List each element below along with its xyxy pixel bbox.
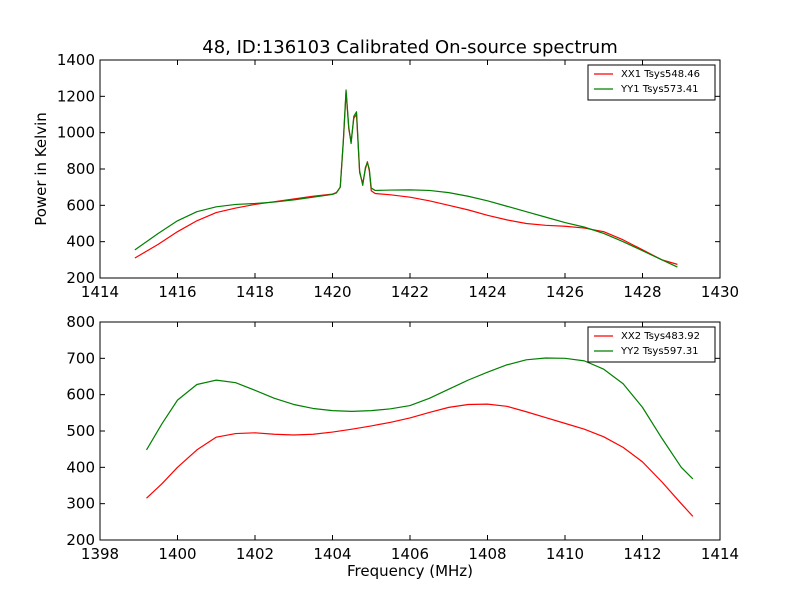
- bottom-x-tick-label: 1412: [623, 545, 661, 563]
- chart-title: 48, ID:136103 Calibrated On-source spect…: [202, 37, 618, 58]
- top-x-tick-label: 1414: [81, 283, 119, 301]
- bottom-x-tick-label: 1406: [391, 545, 429, 563]
- top-y-tick-label: 200: [66, 269, 95, 287]
- top-legend-box: [587, 64, 716, 101]
- top-legend-label-xx1: XX1 Tsys548.46: [621, 69, 700, 80]
- bottom-axis-ticks: 1398 1400 1402 1404 1406 1408 1410 1412 1414 200 3…: [66, 313, 739, 563]
- top-x-tick-label: 1420: [313, 283, 351, 301]
- bottom-legend-label-yy2: YY2 Tsys597.31: [620, 346, 699, 357]
- top-y-tick-label: 1400: [57, 51, 95, 69]
- top-y-tick-label: 1000: [57, 124, 95, 142]
- top-x-tick-label: 1422: [391, 283, 429, 301]
- bottom-x-tick-label: 1410: [546, 545, 584, 563]
- top-legend-label-yy1: YY1 Tsys573.41: [620, 84, 699, 95]
- bottom-x-tick-label: 1408: [468, 545, 506, 563]
- bottom-legend-box: [587, 326, 716, 363]
- bottom-x-axis-label: Frequency (MHz): [347, 562, 473, 580]
- bottom-subplot: 1398 1400 1402 1404 1406 1408 1410 1412 1414 200 3…: [66, 313, 739, 580]
- top-x-tick-label: 1426: [546, 283, 584, 301]
- bottom-y-tick-label: 600: [66, 386, 95, 404]
- bottom-series-line-xx2: [146, 403, 694, 517]
- top-x-tick-label: 1430: [701, 283, 739, 301]
- top-y-tick-label: 800: [66, 160, 95, 178]
- bottom-series-line-yy2: [145, 357, 694, 480]
- top-y-axis-label: Power in Kelvin: [32, 112, 50, 226]
- bottom-x-tick-label: 1404: [313, 545, 351, 563]
- top-y-tick-label: 1200: [57, 87, 95, 105]
- top-series-layer: [134, 89, 678, 268]
- top-subplot: 1414 1416 1418 1420 1422 1424 1426 1428 1430 200 4…: [32, 51, 739, 301]
- bottom-y-tick-label: 400: [66, 458, 95, 476]
- bottom-y-tick-label: 300: [66, 495, 95, 513]
- top-axis-ticks: 1414 1416 1418 1420 1422 1424 1426 1428 1430 200 4…: [57, 51, 739, 301]
- top-series-line-yy1: [134, 89, 678, 268]
- bottom-y-tick-label: 800: [66, 313, 95, 331]
- bottom-x-tick-label: 1402: [236, 545, 274, 563]
- bottom-y-tick-label: 200: [66, 531, 95, 549]
- top-y-tick-label: 400: [66, 233, 95, 251]
- bottom-legend-label-xx2: XX2 Tsys483.92: [621, 331, 700, 342]
- bottom-x-tick-label: 1398: [81, 545, 119, 563]
- top-x-tick-label: 1428: [623, 283, 661, 301]
- bottom-x-tick-label: 1414: [701, 545, 739, 563]
- top-y-tick-label: 600: [66, 196, 95, 214]
- bottom-legend: XX2 Tsys483.92 YY2 Tsys597.31: [587, 326, 716, 363]
- bottom-series-layer: [145, 357, 694, 517]
- bottom-x-tick-label: 1400: [158, 545, 196, 563]
- bottom-y-tick-label: 500: [66, 422, 95, 440]
- top-x-tick-label: 1424: [468, 283, 506, 301]
- top-legend: XX1 Tsys548.46 YY1 Tsys573.41: [587, 64, 716, 101]
- top-x-tick-label: 1418: [236, 283, 274, 301]
- top-x-tick-label: 1416: [158, 283, 196, 301]
- bottom-y-tick-label: 700: [66, 349, 95, 367]
